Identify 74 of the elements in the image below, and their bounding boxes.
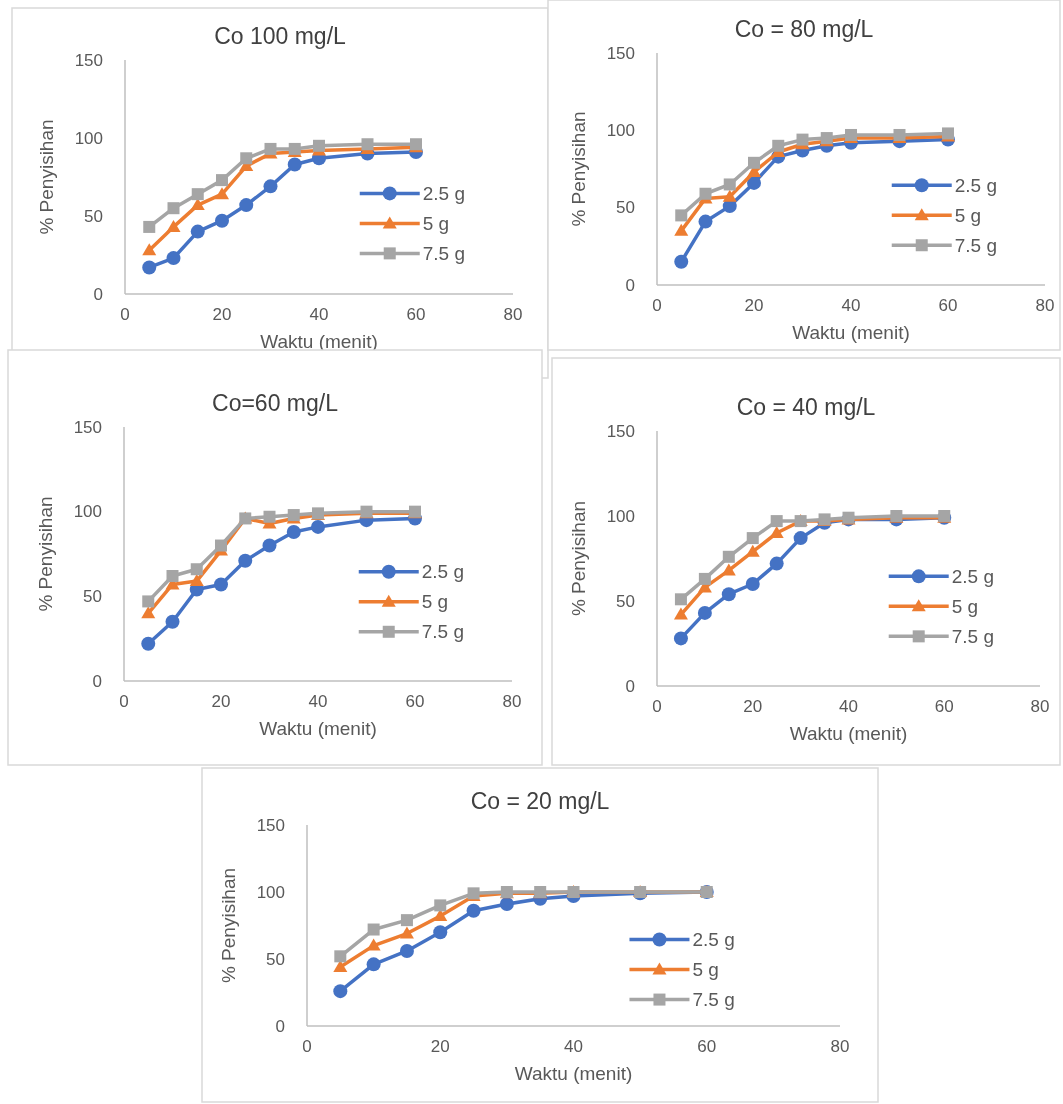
chart-title: Co=60 mg/L — [212, 390, 339, 416]
x-tick-label: 20 — [743, 697, 763, 716]
y-tick-label: 0 — [92, 671, 102, 691]
x-tick-label: 20 — [212, 305, 232, 324]
x-tick-label: 40 — [839, 697, 858, 716]
y-axis-title: % Penyisihan — [218, 867, 239, 984]
legend-label: 7.5 g — [951, 625, 994, 647]
x-tick-label: 20 — [211, 692, 231, 711]
y-tick-label: 100 — [74, 128, 103, 148]
y-tick-label: 100 — [256, 882, 285, 902]
x-tick-label: 60 — [934, 697, 954, 716]
x-tick-label: 60 — [406, 305, 426, 324]
x-tick-label: 40 — [564, 1037, 583, 1056]
x-tick-label: 80 — [1030, 697, 1050, 716]
legend-label: 2.5 g — [421, 561, 465, 583]
legend-label: 2.5 g — [951, 565, 994, 587]
y-axis-title: % Penyisihan — [568, 111, 589, 227]
x-tick-label: 40 — [308, 692, 328, 711]
legend-label: 7.5 g — [422, 242, 466, 264]
y-tick-label: 50 — [84, 206, 103, 226]
x-tick-label: 40 — [309, 305, 329, 324]
x-tick-label: 20 — [744, 296, 764, 315]
legend-label: 5 g — [692, 959, 719, 981]
legend-label: 5 g — [954, 204, 982, 226]
y-tick-label: 100 — [606, 120, 635, 140]
legend-label: 5 g — [422, 212, 450, 234]
x-axis-title: Waktu (menit) — [789, 723, 908, 744]
x-tick-label: 40 — [841, 296, 861, 315]
y-axis-title: % Penyisihan — [36, 119, 57, 235]
legend-label: 2.5 g — [692, 929, 735, 951]
y-tick-label: 150 — [73, 417, 102, 437]
x-axis-title: Waktu (menit) — [260, 331, 378, 352]
x-axis-title: Waktu (menit) — [514, 1063, 633, 1084]
y-tick-label: 0 — [275, 1016, 285, 1036]
x-tick-label: 0 — [120, 305, 130, 324]
y-tick-label: 150 — [606, 421, 635, 441]
x-tick-label: 60 — [938, 296, 958, 315]
x-tick-label: 80 — [503, 305, 523, 324]
x-tick-label: 60 — [405, 692, 425, 711]
x-tick-label: 0 — [652, 296, 662, 315]
x-axis-title: Waktu (menit) — [259, 718, 377, 739]
y-tick-label: 50 — [266, 949, 285, 969]
y-tick-label: 150 — [256, 815, 285, 835]
legend-label: 5 g — [421, 591, 449, 613]
legend-label: 2.5 g — [422, 182, 466, 204]
y-tick-label: 0 — [625, 676, 635, 696]
legend-label: 7.5 g — [954, 234, 998, 256]
legend-label: 7.5 g — [692, 989, 735, 1011]
x-tick-label: 0 — [652, 697, 662, 716]
x-axis-title: Waktu (menit) — [792, 322, 910, 343]
x-tick-label: 0 — [119, 692, 129, 711]
y-tick-label: 50 — [83, 586, 102, 606]
y-axis-title: % Penyisihan — [568, 500, 589, 617]
chart-title: Co = 40 mg/L — [736, 394, 876, 420]
y-tick-label: 150 — [74, 50, 103, 70]
chart-title: Co = 20 mg/L — [470, 788, 610, 814]
x-tick-label: 20 — [430, 1037, 450, 1056]
y-tick-label: 100 — [73, 502, 102, 522]
x-tick-label: 0 — [302, 1037, 312, 1056]
y-tick-label: 50 — [616, 591, 635, 611]
y-tick-label: 50 — [616, 198, 635, 218]
legend-label: 7.5 g — [421, 621, 465, 643]
chart-title: Co 100 mg/L — [214, 23, 347, 49]
x-tick-label: 80 — [830, 1037, 850, 1056]
y-tick-label: 100 — [606, 506, 635, 526]
y-axis-title: % Penyisihan — [35, 496, 56, 612]
chart-title: Co = 80 mg/L — [734, 16, 874, 42]
x-tick-label: 80 — [502, 692, 522, 711]
legend-label: 5 g — [951, 595, 979, 617]
y-tick-label: 150 — [606, 43, 635, 63]
legend-label: 2.5 g — [954, 174, 998, 196]
x-tick-label: 80 — [1035, 296, 1055, 315]
y-tick-label: 0 — [625, 275, 635, 295]
x-tick-label: 60 — [697, 1037, 717, 1056]
